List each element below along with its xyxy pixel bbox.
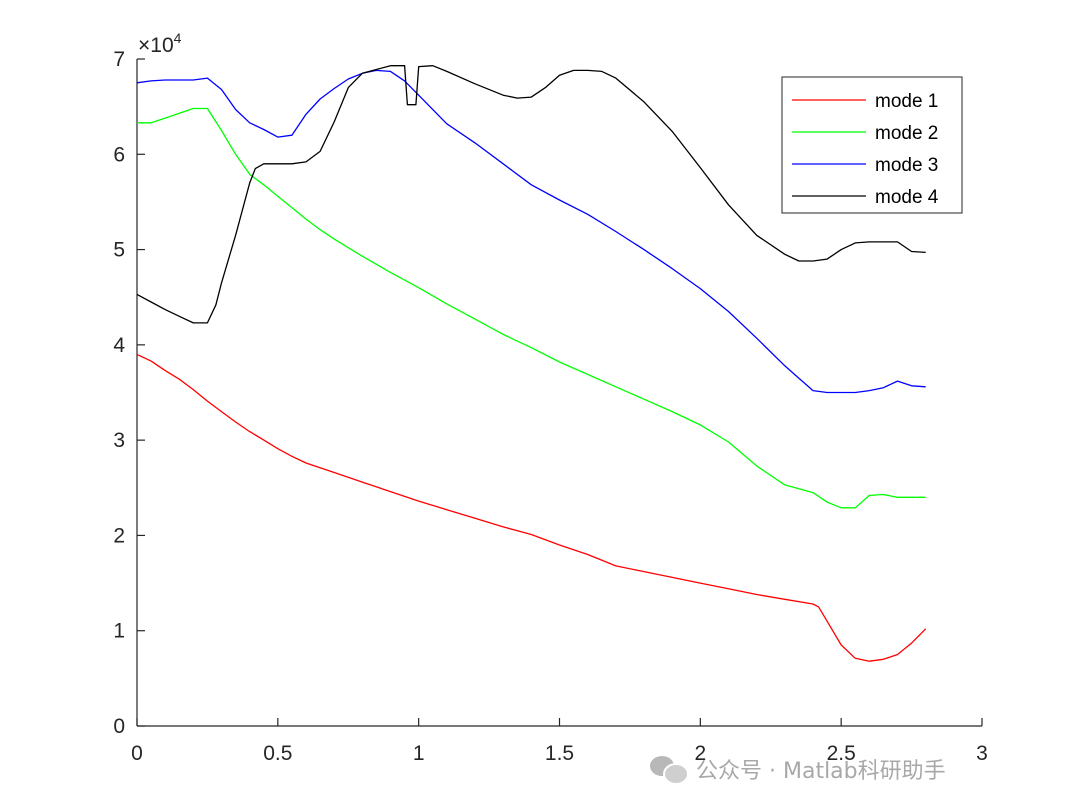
series-line-2 — [137, 107, 926, 509]
y-tick-label: 2 — [113, 524, 125, 547]
x-tick-label: 0.5 — [263, 742, 292, 765]
x-tick-label: 2.5 — [827, 742, 856, 765]
y-tick-label: 4 — [113, 334, 125, 357]
legend-label: mode 4 — [875, 187, 939, 208]
tick-marks — [136, 58, 983, 727]
legend-label: mode 1 — [875, 91, 938, 112]
tick-labels: 0 0.5 1 1.5 2 2.5 3 0 1 2 3 4 5 6 7 — [113, 48, 988, 765]
y-tick-label: 0 — [113, 715, 125, 738]
x-tick-label: 0 — [131, 742, 143, 765]
series-lines — [136, 65, 927, 662]
watermark-text: 公众号 · Matlab科研助手 — [696, 759, 946, 784]
y-tick-label: 7 — [113, 48, 125, 71]
watermark: 公众号 · Matlab科研助手 — [650, 752, 946, 786]
x-tick-label: 1.5 — [545, 742, 574, 765]
legend-label: mode 2 — [875, 123, 938, 144]
y-tick-label: 3 — [113, 429, 125, 452]
wechat-icon — [650, 754, 689, 785]
x-tick-label: 2 — [694, 742, 706, 765]
legend-label: mode 3 — [875, 155, 938, 176]
y-tick-label: 5 — [113, 239, 125, 262]
x-tick-label: 3 — [976, 742, 988, 765]
series-line-3 — [136, 69, 926, 394]
y-tick-label: 6 — [113, 143, 125, 166]
legend: mode 1 mode 2 mode 3 mode 4 — [781, 76, 963, 214]
x-tick-label: 1 — [413, 742, 425, 765]
series-line-1 — [136, 353, 927, 662]
series-line-4 — [136, 65, 926, 324]
y-tick-label: 1 — [113, 620, 125, 643]
y-multiplier-label: ×104 — [138, 30, 182, 57]
